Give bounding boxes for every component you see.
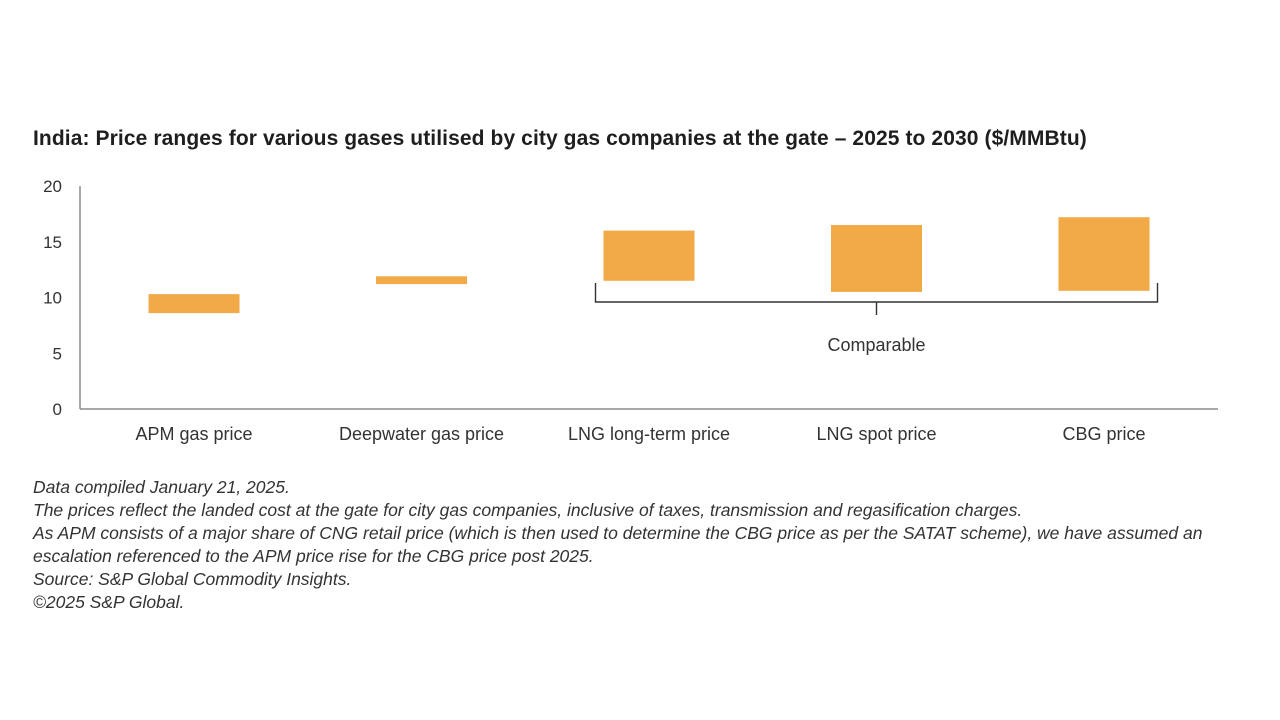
y-tick-label: 15: [43, 233, 62, 252]
range-bar: [1058, 217, 1150, 291]
range-bar: [831, 225, 922, 292]
note-prices: The prices reflect the landed cost at th…: [33, 500, 1023, 520]
x-tick-label: LNG spot price: [816, 424, 936, 444]
x-tick-label: CBG price: [1062, 424, 1145, 444]
note-apm: As APM consists of a major share of CNG …: [33, 523, 1203, 566]
note-copyright: ©2025 S&P Global.: [33, 592, 185, 612]
y-tick-label: 5: [53, 344, 62, 363]
comparable-bracket: [594, 283, 1159, 315]
range-bar-chart: 0 5 10 15 20 APM gas price Deepwater gas price…: [43, 177, 1218, 444]
range-bar: [148, 294, 240, 314]
x-tick-label: APM gas price: [135, 424, 252, 444]
y-tick-label: 20: [43, 177, 62, 196]
range-bar: [603, 230, 695, 281]
annotation-comparable: Comparable: [827, 335, 925, 355]
y-tick-label: 0: [53, 400, 62, 419]
note-compiled: Data compiled January 21, 2025.: [33, 477, 290, 497]
chart-notes: Data compiled January 21, 2025. The pric…: [33, 476, 1248, 614]
range-bar: [376, 276, 467, 285]
y-tick-label: 10: [43, 289, 62, 308]
chart-title: India: Price ranges for various gases ut…: [33, 127, 1087, 150]
note-source: Source: S&P Global Commodity Insights.: [33, 569, 352, 589]
x-tick-label: LNG long-term price: [568, 424, 730, 444]
x-tick-label: Deepwater gas price: [339, 424, 504, 444]
